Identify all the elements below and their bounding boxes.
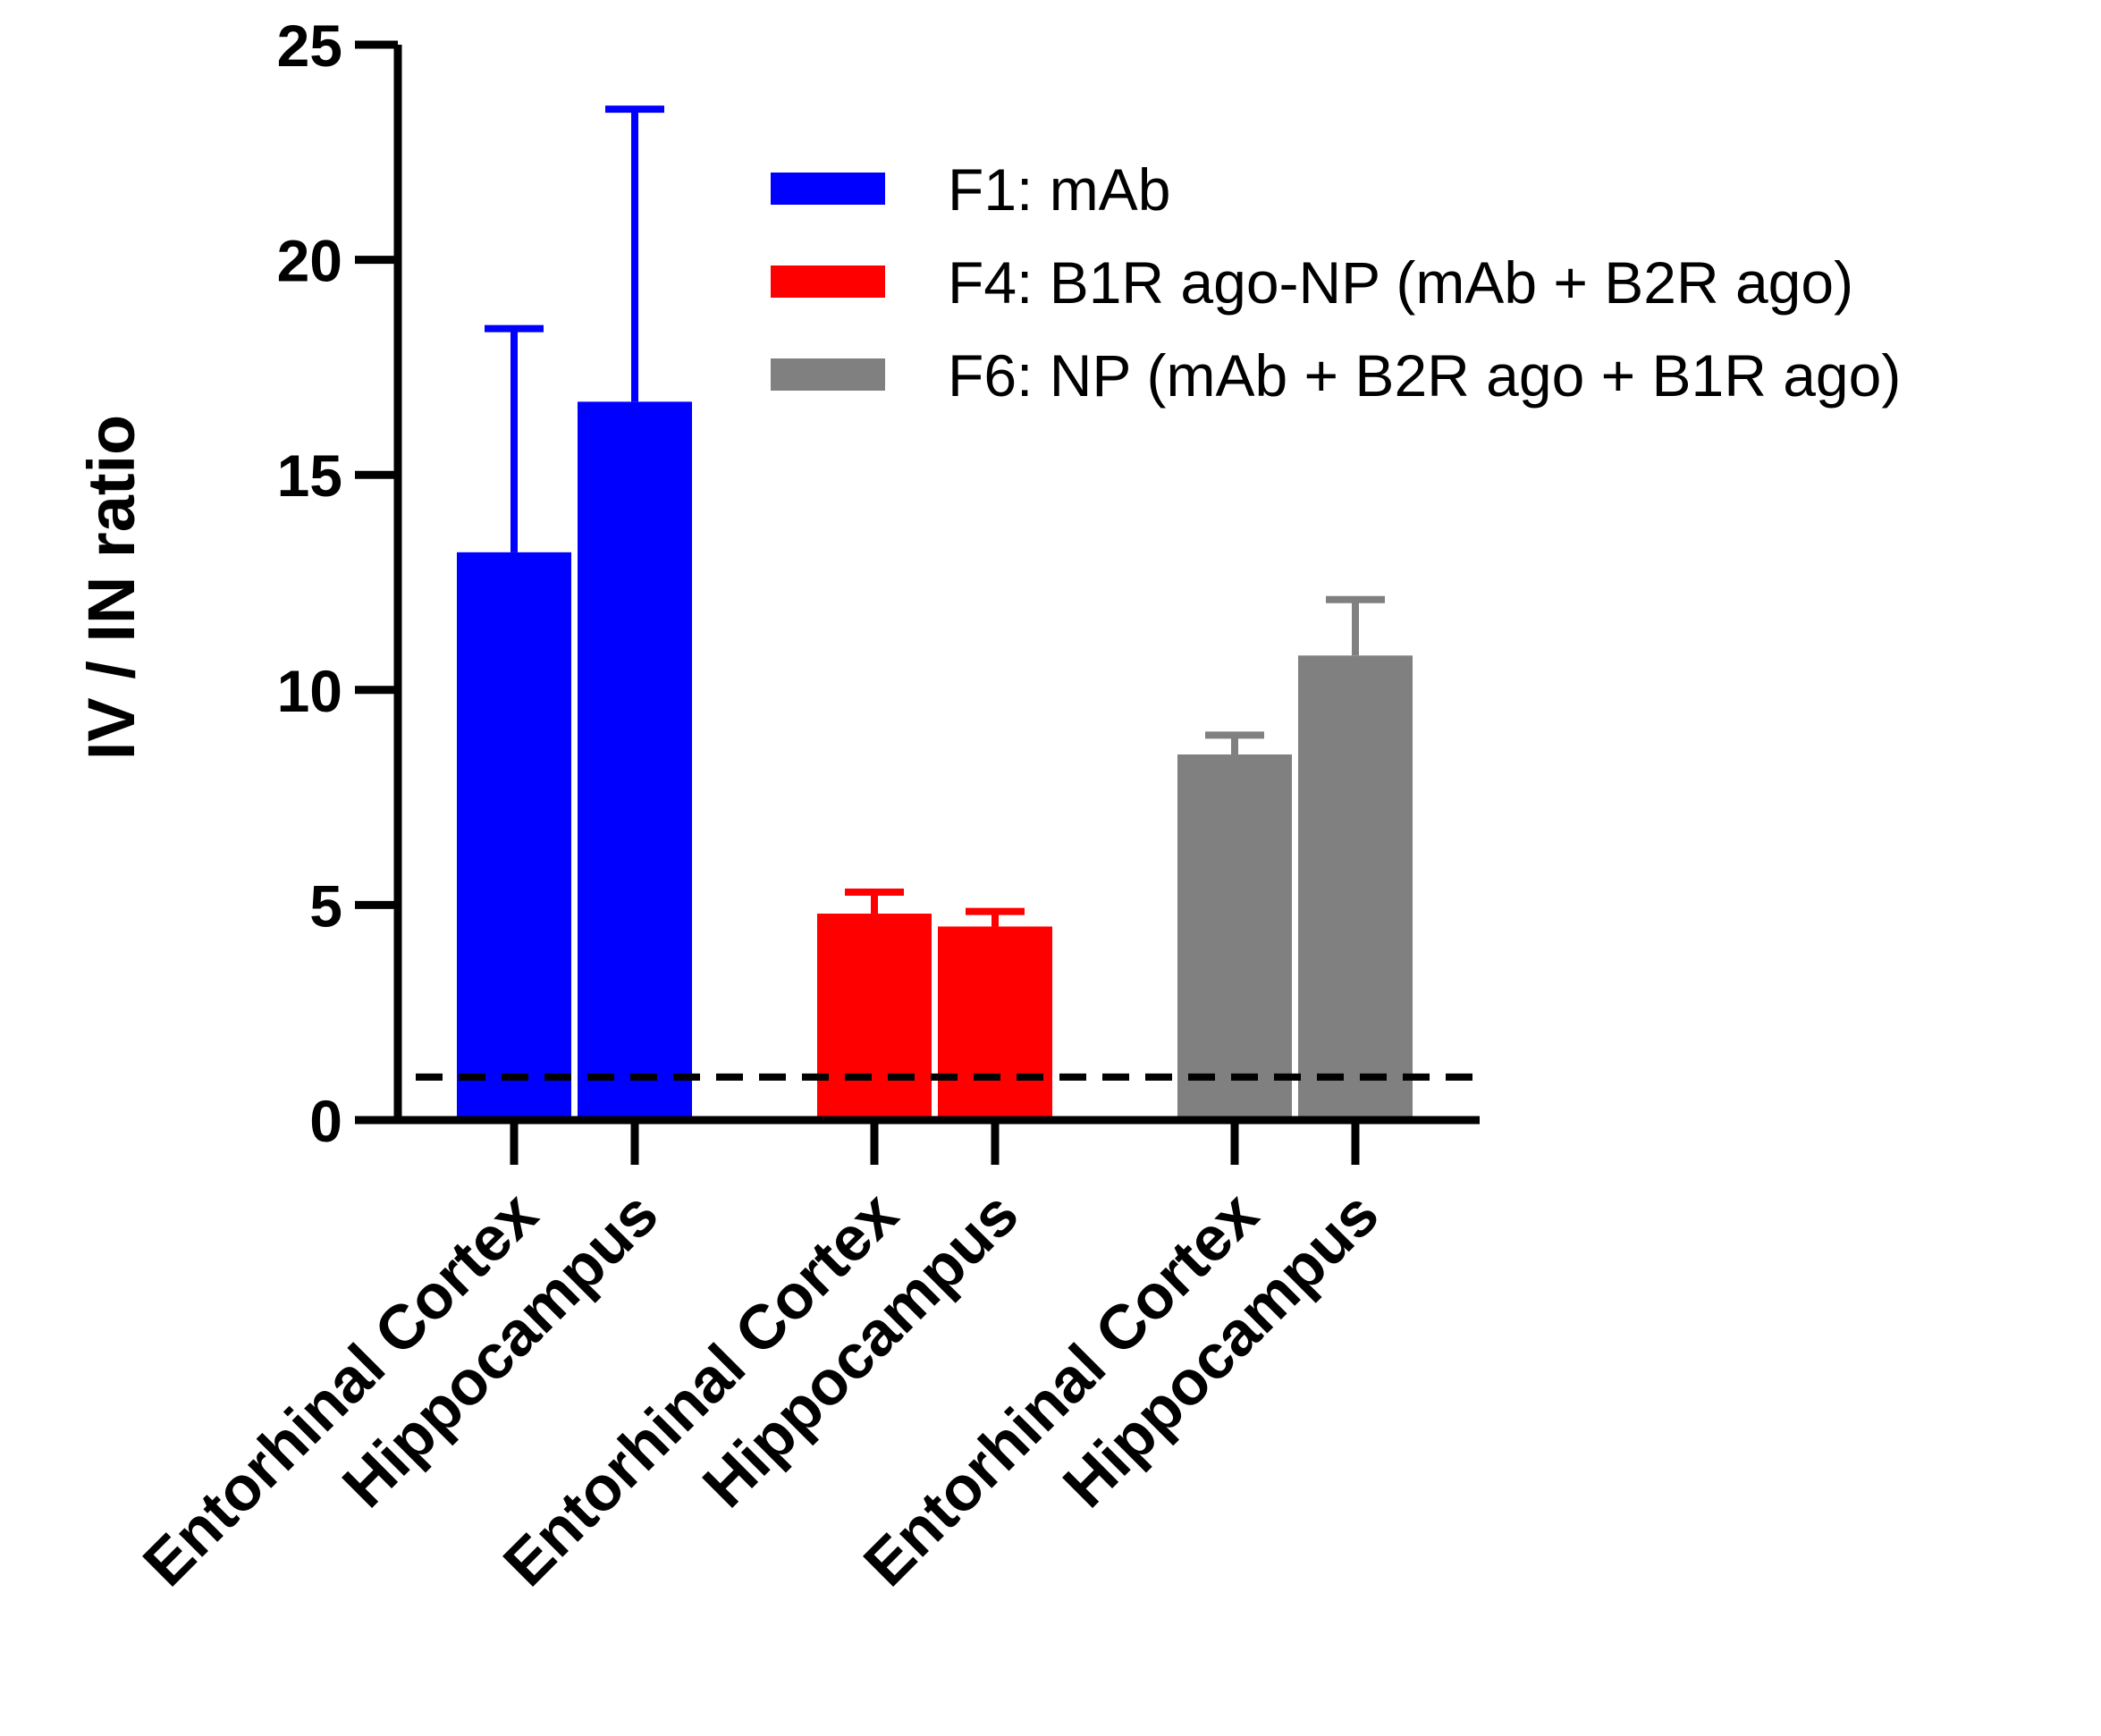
x-axis-ticks bbox=[510, 1120, 1360, 1165]
legend-swatch bbox=[771, 358, 885, 391]
legend-label: F4: B1R ago-NP (mAb + B2R ago) bbox=[948, 249, 1853, 316]
bar bbox=[1177, 754, 1292, 1120]
y-tick-label: 15 bbox=[277, 442, 342, 509]
y-axis-ticks: 0 5 10 15 20 25 bbox=[277, 13, 398, 1154]
bar bbox=[1298, 655, 1413, 1120]
error-bars bbox=[485, 105, 1385, 927]
y-tick-label: 10 bbox=[277, 658, 342, 724]
y-tick-label: 0 bbox=[309, 1088, 342, 1154]
bar bbox=[457, 552, 571, 1120]
bar bbox=[817, 914, 932, 1120]
y-tick-label: 5 bbox=[309, 872, 342, 939]
bar bbox=[578, 401, 692, 1120]
legend-swatch bbox=[771, 265, 885, 298]
legend-swatch bbox=[771, 173, 885, 205]
bar bbox=[938, 926, 1052, 1120]
y-tick-label: 20 bbox=[277, 228, 342, 294]
bars bbox=[457, 401, 1413, 1120]
y-axis-title: IV / IN ratio bbox=[74, 415, 148, 761]
legend-label: F1: mAb bbox=[948, 156, 1170, 223]
legend: F1: mAb F4: B1R ago-NP (mAb + B2R ago) F6:… bbox=[771, 156, 1901, 409]
y-tick-label: 25 bbox=[277, 13, 342, 79]
legend-label: F6: NP (mAb + B2R ago + B1R ago) bbox=[948, 342, 1901, 409]
